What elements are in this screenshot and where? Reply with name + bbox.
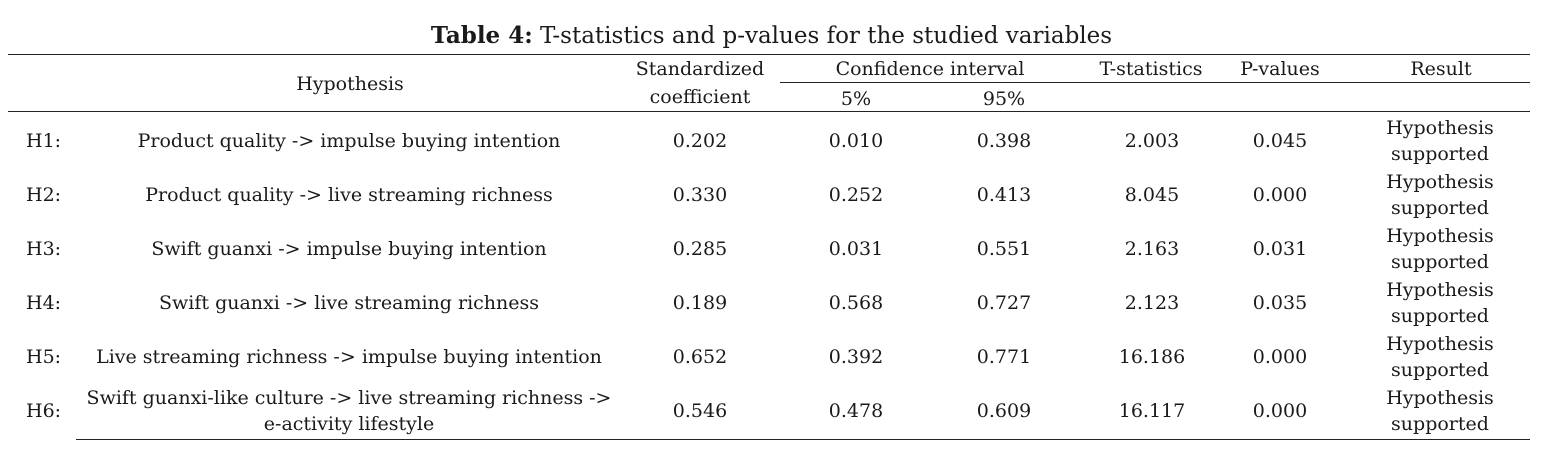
header-ci-5: 5% (840, 88, 872, 110)
hypothesis-id: H2: (26, 184, 62, 206)
p-value: 0.031 (1252, 238, 1308, 260)
std-coefficient: 0.652 (672, 346, 728, 368)
header-bottom-rule (8, 111, 1530, 112)
hypothesis-relation: Product quality -> impulse buying intent… (137, 130, 561, 152)
ci-95-value: 0.413 (976, 184, 1032, 206)
p-value: 0.000 (1252, 400, 1308, 422)
ci-5-value: 0.252 (828, 184, 884, 206)
hypothesis-relation: Product quality -> live streaming richne… (145, 184, 553, 206)
header-p-values: P-values (1240, 58, 1320, 80)
hypothesis-id: H4: (26, 292, 62, 314)
std-coefficient: 0.546 (672, 400, 728, 422)
header-result: Result (1410, 58, 1472, 80)
hypothesis-id: H1: (26, 130, 62, 152)
t-statistic-value: 2.163 (1124, 238, 1180, 260)
hypothesis-relation: Swift guanxi -> impulse buying intention (151, 238, 547, 260)
ci-95-value: 0.771 (976, 346, 1032, 368)
ci-95-value: 0.551 (976, 238, 1032, 260)
t-statistic-value: 16.186 (1118, 346, 1186, 368)
t-statistic-value: 16.117 (1118, 400, 1186, 422)
result-value: Hypothesis supported (1386, 333, 1494, 381)
result-value: Hypothesis supported (1386, 171, 1494, 219)
p-value: 0.000 (1252, 346, 1308, 368)
header-std-coef-line2: coefficient (649, 86, 751, 108)
p-value: 0.045 (1252, 130, 1308, 152)
ci-95-value: 0.727 (976, 292, 1032, 314)
ci-95-value: 0.609 (976, 400, 1032, 422)
std-coefficient: 0.202 (672, 130, 728, 152)
ci-5-value: 0.031 (828, 238, 884, 260)
hypothesis-id: H6: (26, 400, 62, 422)
result-value: Hypothesis supported (1386, 279, 1494, 327)
std-coefficient: 0.189 (672, 292, 728, 314)
t-statistic-value: 8.045 (1124, 184, 1180, 206)
hypothesis-relation: Swift guanxi-like culture -> live stream… (86, 387, 612, 435)
hypothesis-relation: Live streaming richness -> impulse buyin… (96, 346, 602, 368)
header-confidence-interval: Confidence interval (835, 58, 1025, 80)
hypothesis-id: H3: (26, 238, 62, 260)
ci-95-value: 0.398 (976, 130, 1032, 152)
header-ci-95: 95% (982, 88, 1026, 110)
hypothesis-relation: Swift guanxi -> live streaming richness (159, 292, 539, 314)
ci-5-value: 0.568 (828, 292, 884, 314)
ci-rule (780, 82, 1530, 83)
t-statistic-value: 2.003 (1124, 130, 1180, 152)
p-value: 0.000 (1252, 184, 1308, 206)
result-value: Hypothesis supported (1386, 117, 1494, 165)
result-value: Hypothesis supported (1386, 225, 1494, 273)
t-statistic-value: 2.123 (1124, 292, 1180, 314)
header-std-coef-line1: Standardized (635, 58, 765, 80)
std-coefficient: 0.330 (672, 184, 728, 206)
result-value: Hypothesis supported (1386, 387, 1494, 435)
header-t-statistics: T-statistics (1099, 58, 1203, 80)
table-caption-text: T-statistics and p-values for the studie… (532, 23, 1113, 49)
table-caption-label: Table 4: (430, 22, 533, 49)
bottom-rule (76, 439, 1530, 440)
table-caption: Table 4: T-statistics and p-values for t… (0, 20, 1543, 52)
std-coefficient: 0.285 (672, 238, 728, 260)
hypothesis-id: H5: (26, 346, 62, 368)
p-value: 0.035 (1252, 292, 1308, 314)
ci-5-value: 0.392 (828, 346, 884, 368)
ci-5-value: 0.010 (828, 130, 884, 152)
header-hypothesis: Hypothesis (296, 73, 404, 95)
ci-5-value: 0.478 (828, 400, 884, 422)
top-rule (8, 54, 1530, 55)
